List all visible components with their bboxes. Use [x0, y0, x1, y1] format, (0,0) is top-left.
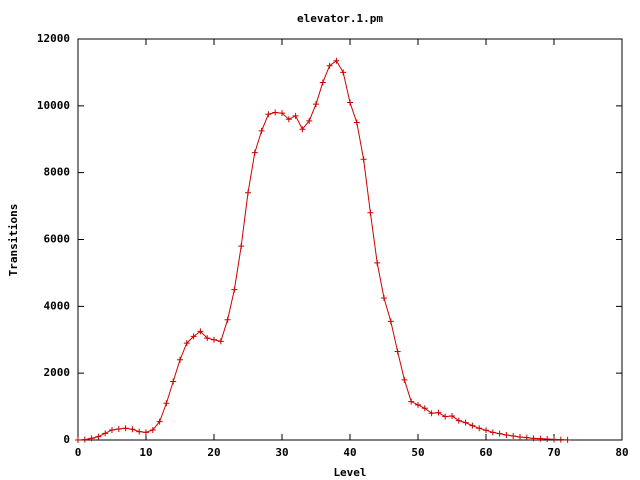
data-point	[449, 412, 455, 419]
data-point	[489, 429, 496, 436]
data-point	[197, 328, 204, 335]
data-point	[326, 62, 333, 69]
data-point	[109, 426, 115, 433]
data-point	[313, 101, 319, 108]
data-point	[360, 156, 367, 163]
data-point	[530, 435, 537, 442]
y-tick-label: 6000	[44, 233, 71, 246]
y-tick-label: 2000	[44, 366, 71, 379]
data-point	[217, 338, 224, 345]
data-point	[503, 431, 510, 438]
data-point	[190, 333, 197, 340]
data-point	[381, 294, 387, 301]
data-point	[387, 318, 394, 325]
data-point	[551, 436, 557, 443]
y-tick-label: 12000	[37, 32, 70, 45]
data-point	[483, 427, 489, 434]
data-point	[462, 419, 469, 426]
data-point	[442, 413, 449, 420]
x-tick-label: 0	[75, 446, 82, 459]
x-tick-label: 50	[411, 446, 424, 459]
data-point	[75, 437, 81, 443]
data-point	[544, 435, 551, 442]
data-point	[353, 119, 360, 126]
data-point	[231, 286, 238, 293]
data-point	[401, 376, 408, 383]
data-point	[95, 433, 102, 440]
x-tick-label: 70	[547, 446, 560, 459]
data-point	[537, 435, 544, 442]
data-point	[272, 109, 279, 116]
y-tick-label: 0	[63, 433, 70, 446]
x-tick-label: 20	[207, 446, 220, 459]
data-point	[523, 434, 530, 441]
data-point	[428, 410, 435, 417]
data-point	[374, 259, 381, 266]
data-point	[333, 57, 340, 64]
y-tick-label: 8000	[44, 166, 71, 179]
y-tick-label: 10000	[37, 99, 70, 112]
x-tick-label: 40	[343, 446, 356, 459]
x-tick-label: 10	[139, 446, 152, 459]
data-point	[455, 417, 462, 424]
data-point	[156, 418, 163, 425]
data-point	[496, 430, 503, 437]
data-point	[204, 335, 211, 342]
data-point	[469, 422, 476, 429]
data-point	[245, 189, 251, 196]
x-tick-label: 80	[615, 446, 628, 459]
y-tick-label: 4000	[44, 299, 71, 312]
data-point	[115, 425, 122, 432]
data-point	[224, 316, 231, 323]
data-point	[279, 110, 285, 117]
data-point	[292, 112, 299, 119]
data-point	[238, 243, 245, 250]
data-point	[136, 428, 143, 435]
data-point	[510, 432, 517, 439]
data-point	[177, 356, 183, 363]
y-axis-label: Transitions	[7, 204, 20, 277]
data-point	[143, 429, 149, 436]
data-point	[394, 348, 401, 355]
data-point	[347, 99, 353, 106]
data-point	[265, 111, 272, 118]
data-point	[81, 436, 88, 443]
data-point	[285, 116, 292, 123]
x-axis-label: Level	[333, 466, 366, 479]
data-point	[149, 426, 156, 433]
data-point	[299, 126, 306, 133]
data-point	[435, 409, 442, 416]
data-point	[367, 209, 374, 216]
data-point	[163, 400, 170, 407]
chart-title: elevator.1.pm	[297, 12, 383, 25]
data-point	[517, 433, 523, 440]
data-point	[408, 398, 415, 405]
x-tick-label: 60	[479, 446, 492, 459]
data-point	[258, 127, 265, 134]
data-point	[306, 117, 313, 124]
data-point	[211, 336, 217, 343]
data-point	[564, 436, 571, 443]
data-point	[319, 79, 326, 86]
data-point	[183, 340, 190, 347]
x-tick-label: 30	[275, 446, 288, 459]
data-point	[251, 149, 258, 156]
data-point	[415, 401, 421, 408]
data-point	[340, 69, 347, 76]
data-point	[421, 405, 428, 412]
data-point	[129, 426, 136, 433]
data-point	[122, 425, 129, 432]
data-point	[102, 430, 109, 437]
data-point	[557, 436, 564, 443]
data-point	[88, 435, 95, 442]
data-point	[476, 425, 483, 432]
data-point	[170, 378, 177, 385]
